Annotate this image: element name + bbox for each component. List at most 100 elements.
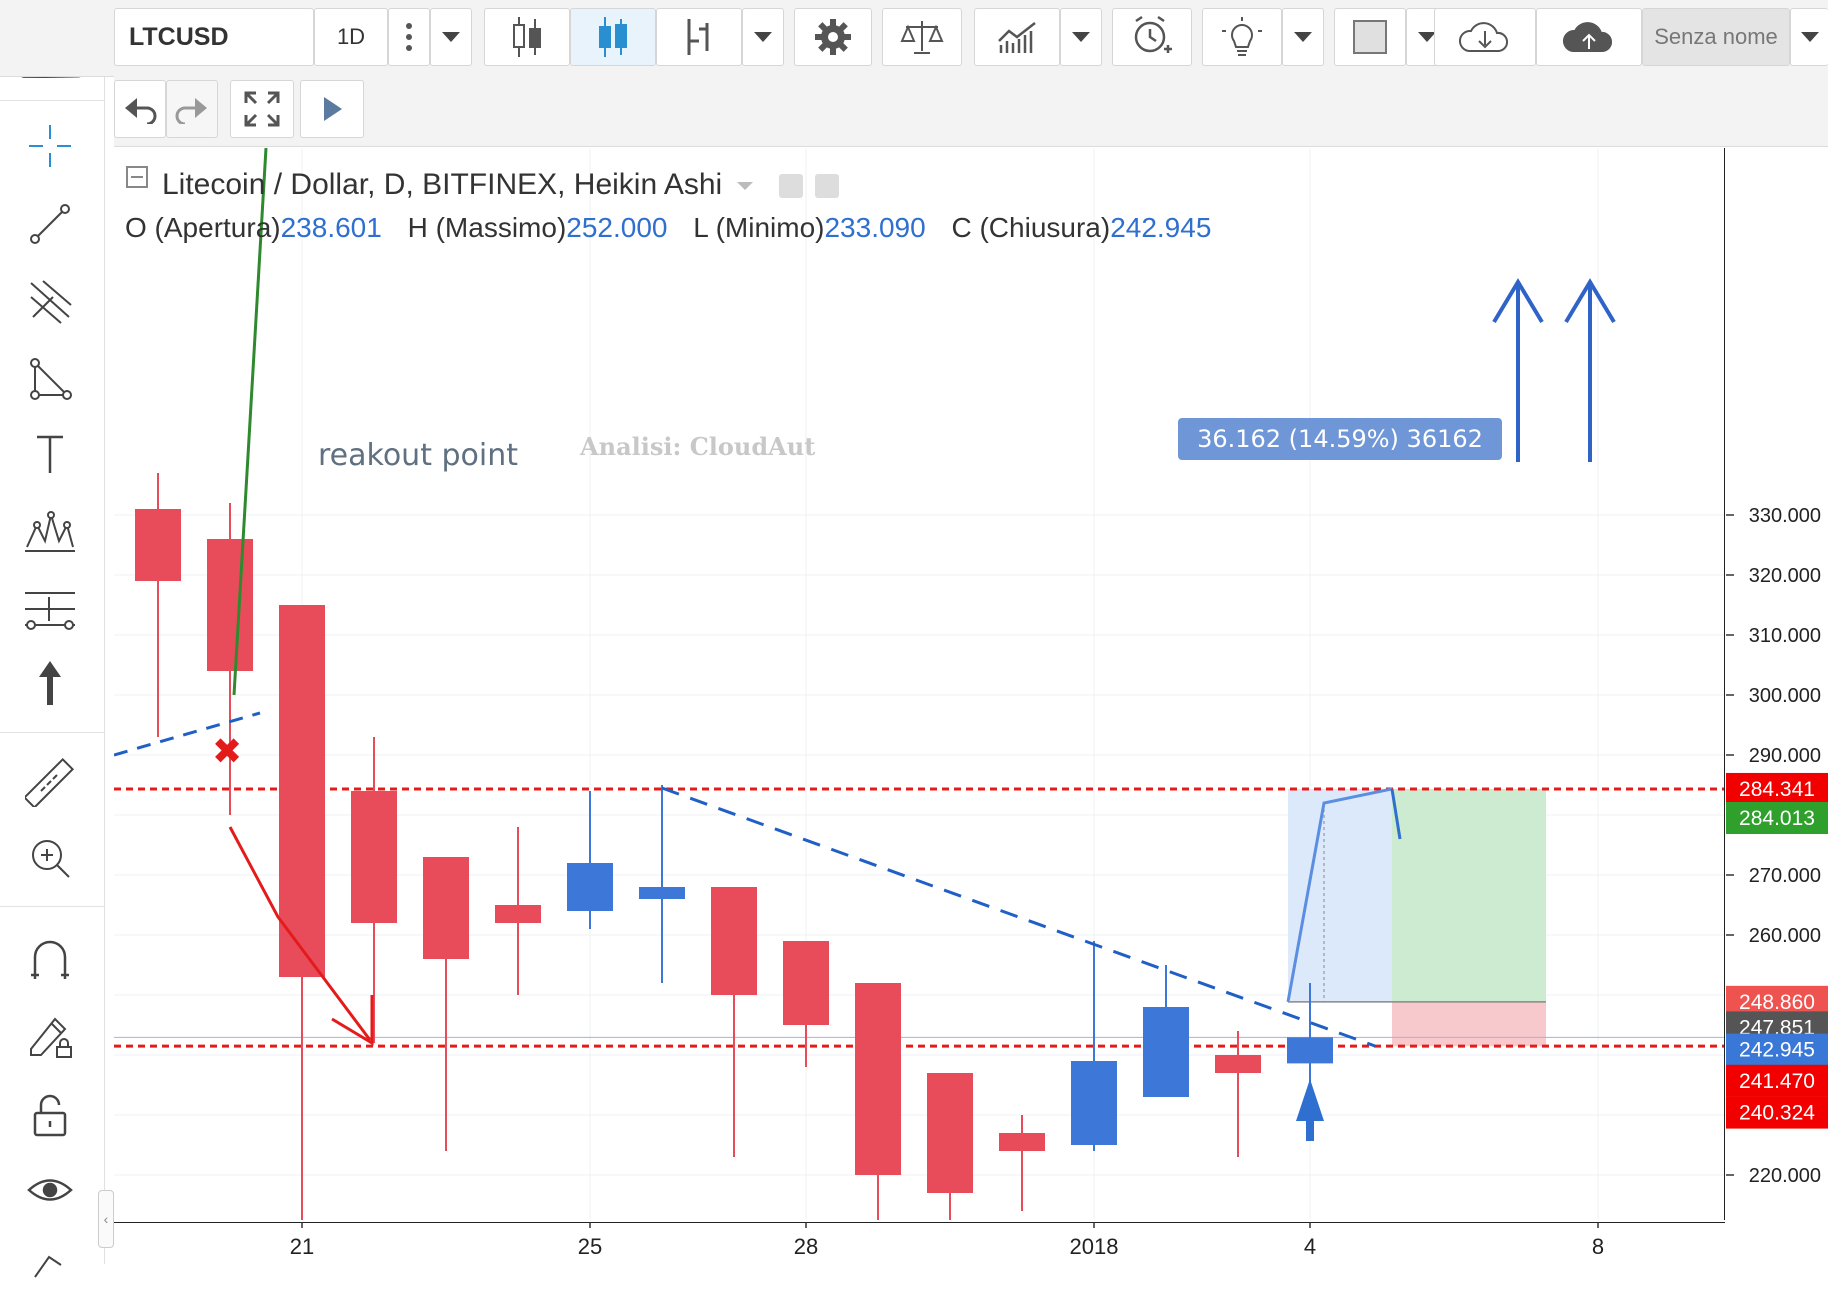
cloud-download-icon[interactable]	[1434, 8, 1536, 66]
indicator-icon[interactable]	[656, 8, 742, 66]
arrow-up-icon[interactable]	[22, 656, 78, 712]
triangle-icon[interactable]	[22, 352, 78, 408]
zoom-icon[interactable]	[22, 830, 78, 886]
crosshair-icon[interactable]	[22, 118, 78, 174]
play-icon[interactable]	[300, 80, 364, 138]
prediction-icon[interactable]	[22, 580, 78, 636]
candles-icon[interactable]	[570, 8, 656, 66]
indicators-dropdown-icon[interactable]	[1060, 8, 1102, 66]
trend-line-icon[interactable]	[22, 196, 78, 252]
settings-icon[interactable]	[815, 174, 840, 199]
lock-drawings-icon[interactable]	[22, 1008, 78, 1064]
candle-body[interactable]	[351, 791, 397, 923]
pitchfork-icon[interactable]	[22, 274, 78, 330]
candle-body[interactable]	[567, 863, 613, 911]
lightbulb-icon[interactable]	[1202, 8, 1282, 66]
price-tick-label: 300.000	[1749, 685, 1821, 707]
price-box-label: 248.860	[1739, 991, 1815, 1014]
price-box-label: 240.324	[1739, 1102, 1815, 1125]
time-axis-labels: 21 25 28 2018 4 8	[290, 1222, 1604, 1259]
color-box-icon[interactable]	[1334, 8, 1406, 66]
text-icon[interactable]	[22, 426, 78, 482]
red-arrow-line[interactable]	[228, 826, 372, 1041]
chevron-down-icon[interactable]	[736, 182, 753, 191]
ruler-icon[interactable]	[22, 754, 78, 810]
candle-body[interactable]	[927, 1073, 973, 1193]
interval-button[interactable]: 1D	[314, 8, 388, 66]
symbol-search-button[interactable]: LTCUSD	[114, 8, 314, 66]
trend-line-left[interactable]	[114, 711, 261, 757]
price-tick-label: 220.000	[1749, 1165, 1821, 1187]
price-chart[interactable]: Analisi: CloudAut ✖ reakout point 36.162 (1…	[114, 148, 1725, 1220]
gear-icon[interactable]	[794, 8, 872, 66]
projection-arrow[interactable]	[1286, 787, 1393, 1003]
legend-ohlc: O (Apertura)238.601 H (Massimo)252.000 L…	[125, 212, 1229, 244]
magnet-icon[interactable]	[22, 932, 78, 988]
breakout-label[interactable]: reakout point	[318, 438, 518, 473]
collapse-left-panel-handle[interactable]: ‹	[98, 1190, 114, 1248]
measure-label-text: 36.162 (14.59%) 36162	[1197, 425, 1483, 453]
time-tick-label: 8	[1592, 1234, 1604, 1259]
pattern-icon[interactable]	[22, 504, 78, 560]
candle-body[interactable]	[1143, 1007, 1189, 1097]
legend-title-text: Litecoin / Dollar, D, BITFINEX, Heikin A…	[162, 168, 723, 201]
lock-icon[interactable]	[22, 1088, 78, 1144]
candle-body[interactable]	[855, 983, 901, 1175]
candle-body[interactable]	[495, 905, 541, 923]
trash-icon[interactable]	[22, 1236, 78, 1292]
candle-body[interactable]	[423, 857, 469, 959]
high-label: H (Massimo)	[407, 212, 567, 243]
bars-icon[interactable]	[484, 8, 570, 66]
time-tick-label: 21	[290, 1234, 314, 1259]
candle-body[interactable]	[279, 605, 325, 977]
price-box	[1726, 772, 1828, 805]
price-tick-label: 320.000	[1749, 565, 1821, 587]
price-box-label: 241.470	[1739, 1070, 1815, 1093]
price-box	[1726, 1064, 1828, 1097]
ideas-dropdown-icon[interactable]	[1282, 8, 1324, 66]
fullscreen-icon[interactable]	[230, 80, 294, 138]
cloud-upload-icon[interactable]	[1536, 8, 1642, 66]
candle-body[interactable]	[1287, 1037, 1333, 1064]
candle-body[interactable]	[711, 887, 757, 995]
redo-icon[interactable]	[166, 80, 218, 138]
more-vertical-icon[interactable]	[388, 8, 430, 66]
chart-type-dropdown-icon[interactable]	[742, 8, 784, 66]
green-trend-line[interactable]	[232, 148, 268, 696]
interval-dropdown-icon[interactable]	[430, 8, 472, 66]
trend-line-descending[interactable]	[661, 786, 1376, 1048]
high-value: 252.000	[566, 212, 668, 243]
signal-arrow-icon[interactable]	[1296, 1079, 1324, 1121]
cross-marker[interactable]: ✖	[212, 731, 242, 772]
eye-icon[interactable]	[22, 1162, 78, 1218]
candle-body[interactable]	[1215, 1055, 1261, 1073]
candle-body[interactable]	[639, 887, 685, 899]
chart-compare-icon[interactable]	[974, 8, 1060, 66]
layout-name-button[interactable]: Senza nome	[1642, 8, 1790, 66]
candle-body[interactable]	[207, 539, 253, 671]
candle-body[interactable]	[783, 941, 829, 1025]
signal-arrow-shaft	[1306, 1121, 1314, 1141]
time-axis[interactable]	[114, 1222, 1725, 1265]
visibility-icon[interactable]	[778, 174, 803, 199]
price-box-label: 284.341	[1739, 778, 1815, 801]
sub-toolbar	[114, 76, 1828, 147]
undo-icon[interactable]	[114, 80, 166, 138]
scales-icon[interactable]	[882, 8, 962, 66]
left-separator	[0, 732, 104, 733]
candle-body[interactable]	[999, 1133, 1045, 1151]
legend-title: Litecoin / Dollar, D, BITFINEX, Heikin A…	[162, 168, 840, 202]
legend-collapse-button[interactable]	[126, 166, 148, 188]
price-axis[interactable]: 220.000230.000240.000250.000260.000270.0…	[1726, 148, 1828, 1222]
measure-range-box	[1288, 788, 1392, 1002]
layout-name-label: Senza nome	[1654, 24, 1778, 49]
alarm-icon[interactable]	[1112, 8, 1192, 66]
stop-zone	[1392, 1001, 1546, 1047]
interval-label: 1D	[336, 24, 366, 49]
low-label: L (Minimo)	[693, 212, 825, 243]
time-tick-label: 4	[1304, 1234, 1316, 1259]
target-zone	[1392, 788, 1546, 1002]
candle-body[interactable]	[1071, 1061, 1117, 1145]
layout-dropdown-icon[interactable]	[1790, 8, 1828, 66]
candle-body[interactable]	[135, 509, 181, 581]
